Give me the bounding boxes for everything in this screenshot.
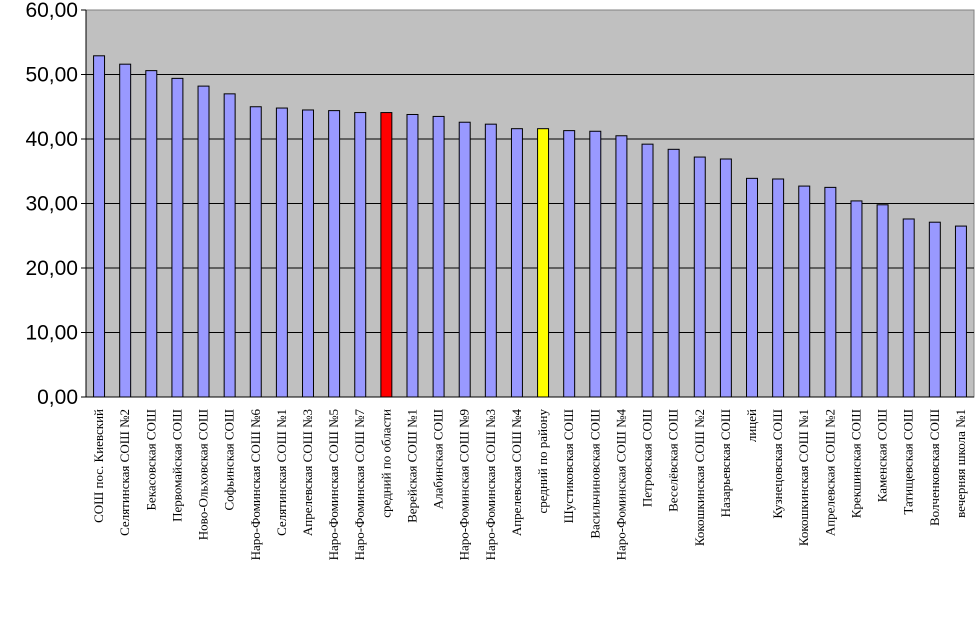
- bar: [354, 112, 367, 398]
- bar: [902, 218, 915, 398]
- bar: [954, 225, 967, 398]
- bar: [380, 112, 393, 398]
- x-tick-label: средний по району: [535, 409, 550, 514]
- bar: [563, 130, 576, 398]
- bar: [615, 135, 628, 398]
- bar: [772, 178, 785, 398]
- bar: [798, 185, 811, 398]
- x-tick-label: Наро-Фоминская СОШ №9: [457, 409, 472, 560]
- bar: [537, 128, 550, 398]
- y-tick-label: 10,00: [25, 322, 78, 345]
- x-axis-labels: СОШ пос. Киевский Селятинская СОШ №2 Бекас…: [91, 409, 968, 561]
- bar: [171, 77, 184, 398]
- x-tick-label: Кузнецовская СОШ: [770, 409, 785, 519]
- bar: [432, 115, 445, 398]
- x-tick-label: Шустиковская СОШ: [561, 409, 576, 523]
- x-tick-label: Татищевская СОШ: [901, 409, 916, 515]
- x-tick-label: Ново-Ольховская СОШ: [196, 409, 211, 540]
- x-tick-label: Наро-Фоминская СОШ №6: [248, 409, 263, 561]
- y-tick-label: 0,00: [37, 386, 78, 409]
- x-tick-label: вечерняя школа №1: [953, 409, 968, 518]
- x-tick-label: Крекшинская СОШ: [848, 409, 863, 518]
- x-tick-label: Петровская СОШ: [640, 409, 655, 507]
- x-tick-label: средний по области: [378, 409, 393, 518]
- x-tick-label: Селятинская СОШ №2: [117, 409, 132, 536]
- y-tick-label: 20,00: [25, 257, 78, 280]
- x-tick-label: Первомайская СОШ: [169, 409, 184, 522]
- x-tick-label: Наро-Фоминская СОШ №3: [483, 409, 498, 560]
- x-tick-label: Назарьевская СОШ: [718, 409, 733, 517]
- x-tick-label: Софьинская СОШ: [222, 409, 237, 511]
- y-axis: 0,00 10,00 20,00 30,00 40,00 50,00 60,00: [25, 0, 974, 409]
- bar: [876, 204, 889, 398]
- bar: [249, 106, 262, 398]
- x-tick-label: Кокошкинская СОШ №2: [692, 409, 707, 546]
- bar: [641, 143, 654, 398]
- bar: [93, 55, 106, 398]
- x-tick-label: Васильчиновская СОШ: [587, 409, 602, 539]
- y-tick-label: 50,00: [25, 64, 78, 87]
- x-tick-label: СОШ пос. Киевский: [91, 409, 106, 523]
- bar: [824, 186, 837, 398]
- bar: [223, 93, 236, 398]
- bar: [589, 130, 602, 398]
- bar: [119, 63, 132, 398]
- x-tick-label: Наро-Фоминская СОШ №4: [613, 409, 628, 561]
- x-tick-label: Апрелевская СОШ №3: [300, 409, 315, 536]
- x-tick-label: Наро-Фоминская СОШ №7: [352, 409, 367, 561]
- bar: [850, 200, 863, 398]
- x-tick-label: Апрелевская СОШ №4: [509, 409, 524, 537]
- bar: [510, 128, 523, 398]
- bar: [275, 107, 288, 398]
- x-tick-label: Наро-Фоминская СОШ №5: [326, 409, 341, 560]
- y-tick-label: 40,00: [25, 128, 78, 151]
- bar: [328, 110, 341, 398]
- bar: [746, 177, 758, 398]
- bar: [458, 121, 471, 398]
- x-tick-label: Веселёвская СОШ: [666, 409, 681, 512]
- bar: [693, 156, 706, 398]
- x-tick-label: лицей: [744, 409, 759, 442]
- bar: [302, 109, 314, 398]
- x-tick-label: Каменская СОШ: [875, 409, 890, 502]
- bar: [667, 148, 680, 398]
- x-tick-label: Верейская СОШ №1: [404, 409, 419, 523]
- x-tick-label: Селятинская СОШ №1: [274, 409, 289, 536]
- x-tick-label: Волченковская СОШ: [927, 409, 942, 526]
- bar: [145, 70, 158, 398]
- bars: [93, 55, 967, 398]
- y-tick-label: 30,00: [25, 193, 78, 216]
- y-tick-label: 60,00: [25, 0, 78, 22]
- bar: [928, 221, 941, 398]
- x-tick-label: Кокошкинская СОШ №1: [796, 409, 811, 546]
- bar: [406, 113, 419, 398]
- bar: [484, 123, 497, 398]
- x-tick-label: Алабинская СОШ: [431, 409, 446, 509]
- x-tick-label: Апрелевская СОШ №2: [822, 409, 837, 536]
- bar: [719, 158, 732, 398]
- bar: [197, 85, 210, 398]
- x-tick-label: Бекасовская СОШ: [143, 409, 158, 511]
